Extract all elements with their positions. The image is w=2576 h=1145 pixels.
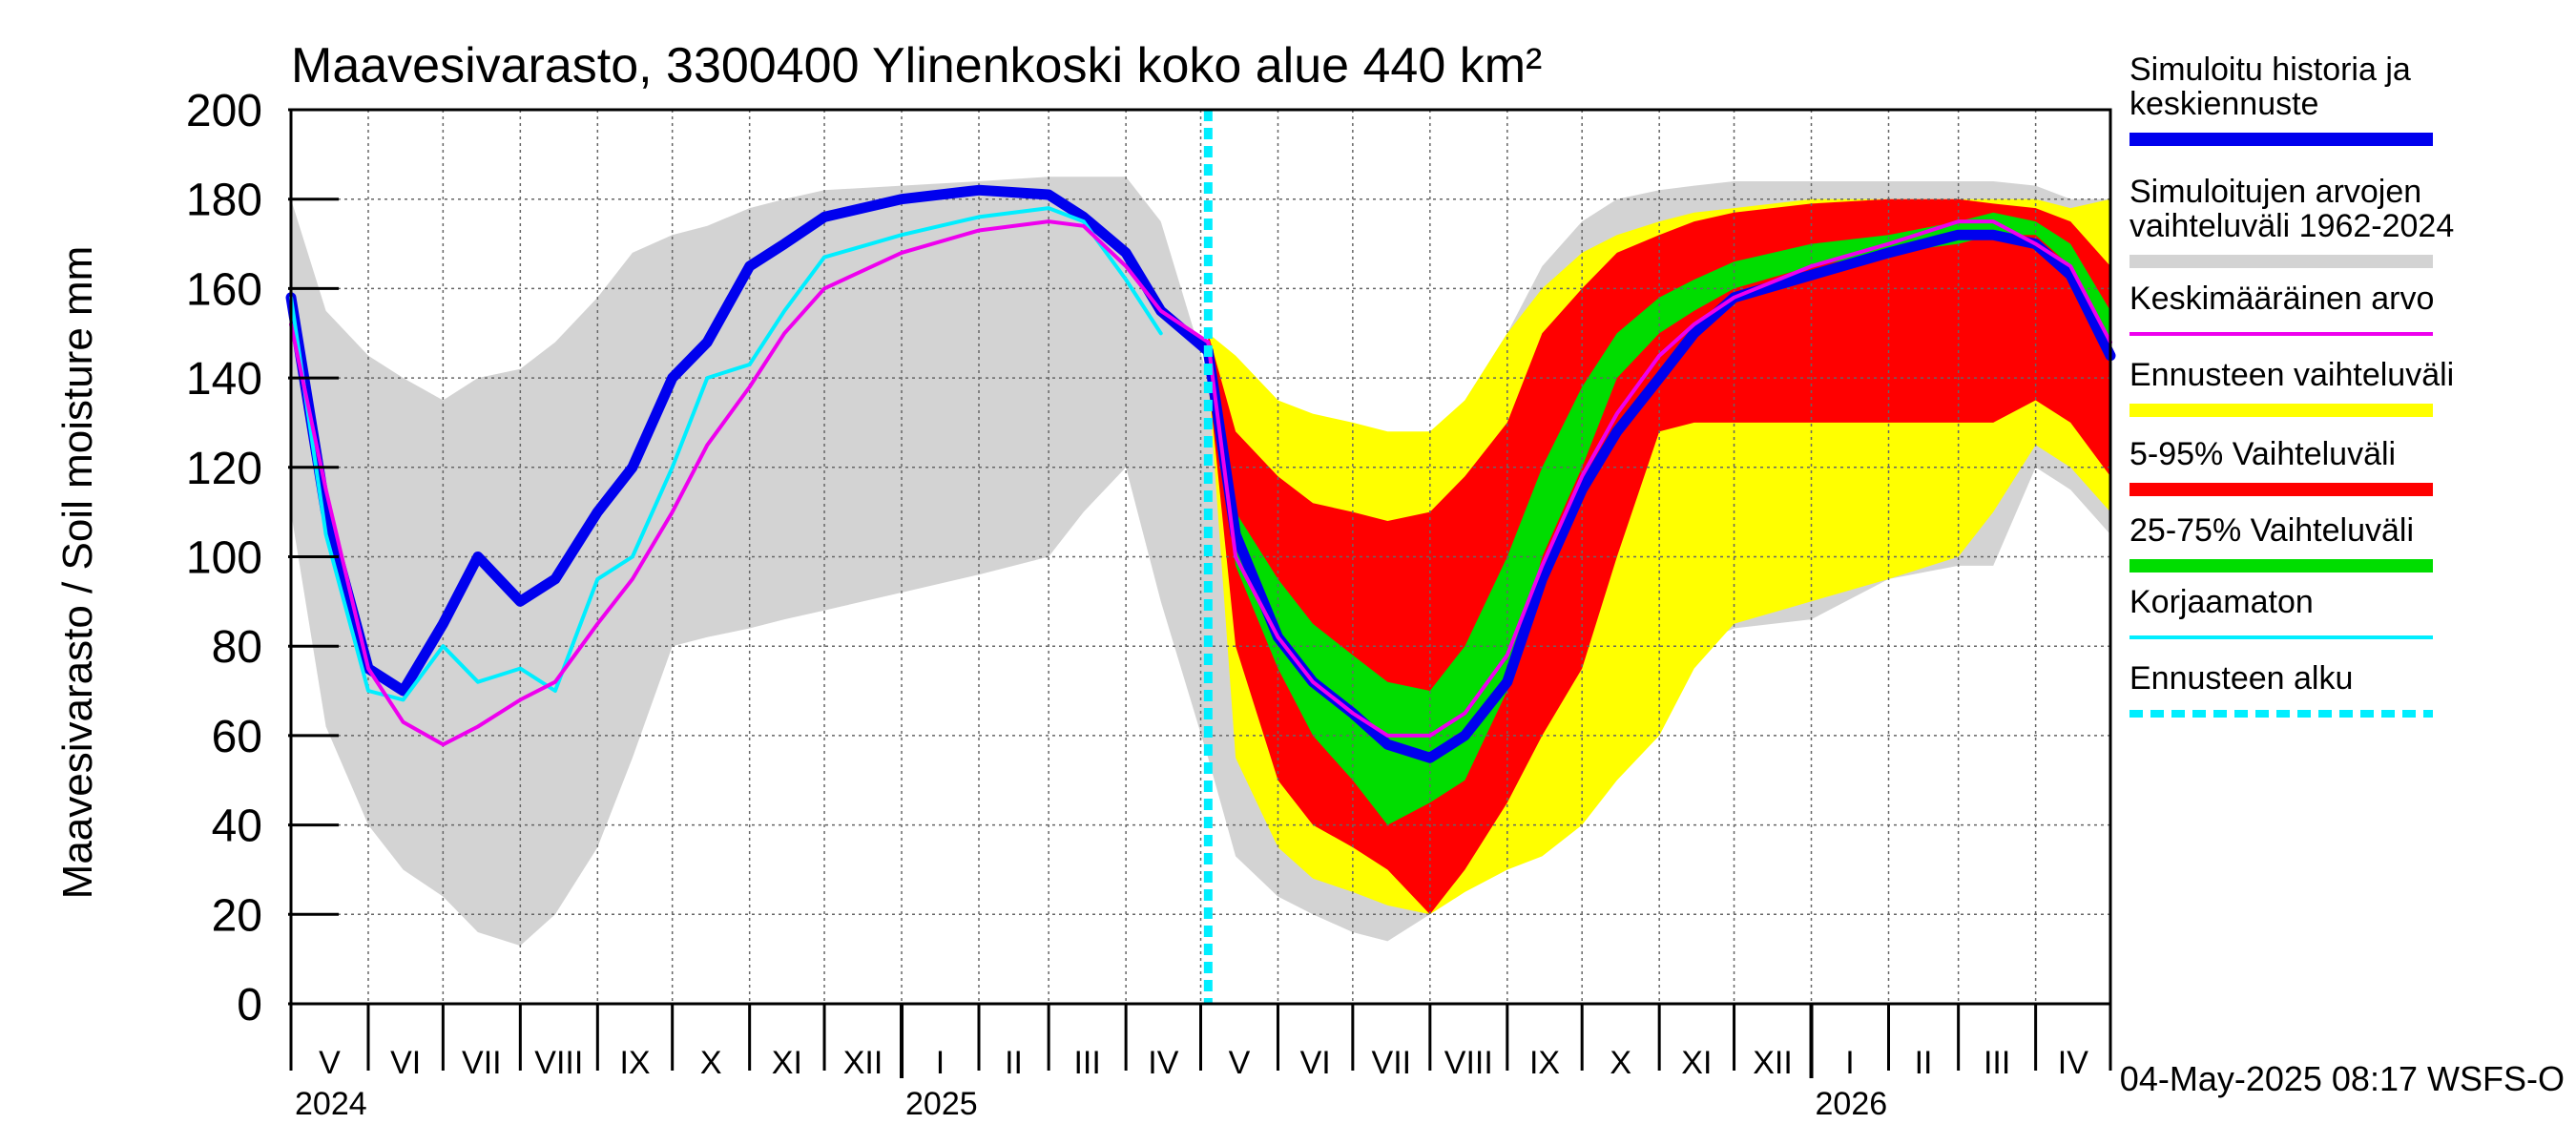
footer-timestamp: 04-May-2025 08:17 WSFS-O <box>2120 1059 2565 1098</box>
y-tick-label: 60 <box>212 712 262 762</box>
legend-swatch <box>2129 133 2433 146</box>
x-year-label: 2024 <box>295 1086 367 1122</box>
y-tick-label: 100 <box>186 533 262 584</box>
x-month-label: X <box>1610 1045 1631 1081</box>
x-month-label: XI <box>1681 1045 1712 1081</box>
x-month-label: VI <box>1300 1045 1331 1081</box>
uncorrected-line <box>289 206 1163 702</box>
y-tick-label: 80 <box>212 622 262 673</box>
x-month-label: I <box>1845 1045 1854 1081</box>
x-month-label: IV <box>1148 1045 1178 1081</box>
y-tick-label: 40 <box>212 802 262 852</box>
legend-label: Korjaamaton <box>2129 584 2314 620</box>
legend-swatch <box>2129 483 2433 496</box>
x-year-label: 2026 <box>1816 1086 1888 1122</box>
x-month-label: IX <box>1529 1045 1560 1081</box>
x-month-label: III <box>1984 1045 2010 1081</box>
x-month-label: II <box>1915 1045 1933 1081</box>
legend-label: Ennusteen alku <box>2129 660 2353 697</box>
y-axis-label: Maavesivarasto / Soil moisture mm <box>54 246 101 900</box>
y-tick-label: 160 <box>186 264 262 315</box>
legend-swatch <box>2129 255 2433 268</box>
legend-label: 5-95% Vaihteluväli <box>2129 436 2396 472</box>
legend-swatch <box>2129 559 2433 572</box>
legend-label: Keskimääräinen arvo <box>2129 281 2434 317</box>
legend-label: Ennusteen vaihteluväli <box>2129 357 2454 393</box>
x-month-label: XII <box>1753 1045 1793 1081</box>
x-month-label: V <box>319 1045 341 1081</box>
y-tick-label: 0 <box>237 980 262 1030</box>
y-tick-label: 20 <box>212 890 262 941</box>
series-lines <box>285 110 2116 1004</box>
x-month-label: XI <box>772 1045 802 1081</box>
x-month-label: IX <box>619 1045 650 1081</box>
x-month-label: VIII <box>534 1045 583 1081</box>
legend-label: 25-75% Vaihteluväli <box>2129 512 2414 549</box>
y-tick-label: 120 <box>186 444 262 494</box>
chart-title: Maavesivarasto, 3300400 Ylinenkoski koko… <box>291 38 1542 94</box>
mean-line <box>289 219 2112 747</box>
x-month-label: I <box>936 1045 945 1081</box>
y-tick-label: 200 <box>186 86 262 136</box>
legend-swatch <box>2129 404 2433 417</box>
x-month-label: VI <box>390 1045 421 1081</box>
x-month-label: VII <box>462 1045 502 1081</box>
y-tick-label: 140 <box>186 354 262 405</box>
y-tick-label: 180 <box>186 176 262 226</box>
x-month-label: VIII <box>1444 1045 1493 1081</box>
x-month-label: IV <box>2058 1045 2088 1081</box>
x-month-label: V <box>1229 1045 1251 1081</box>
x-month-label: II <box>1005 1045 1023 1081</box>
x-month-label: X <box>700 1045 722 1081</box>
legend-label: Simuloitujen arvojen <box>2129 174 2421 210</box>
legend-label: vaihteluväli 1962-2024 <box>2129 208 2454 244</box>
x-month-label: III <box>1073 1045 1100 1081</box>
legend-label: Simuloitu historia ja <box>2129 52 2411 88</box>
x-month-label: VII <box>1372 1045 1412 1081</box>
x-month-label: XII <box>843 1045 883 1081</box>
x-year-label: 2025 <box>905 1086 978 1122</box>
legend-label: keskiennuste <box>2129 86 2318 122</box>
